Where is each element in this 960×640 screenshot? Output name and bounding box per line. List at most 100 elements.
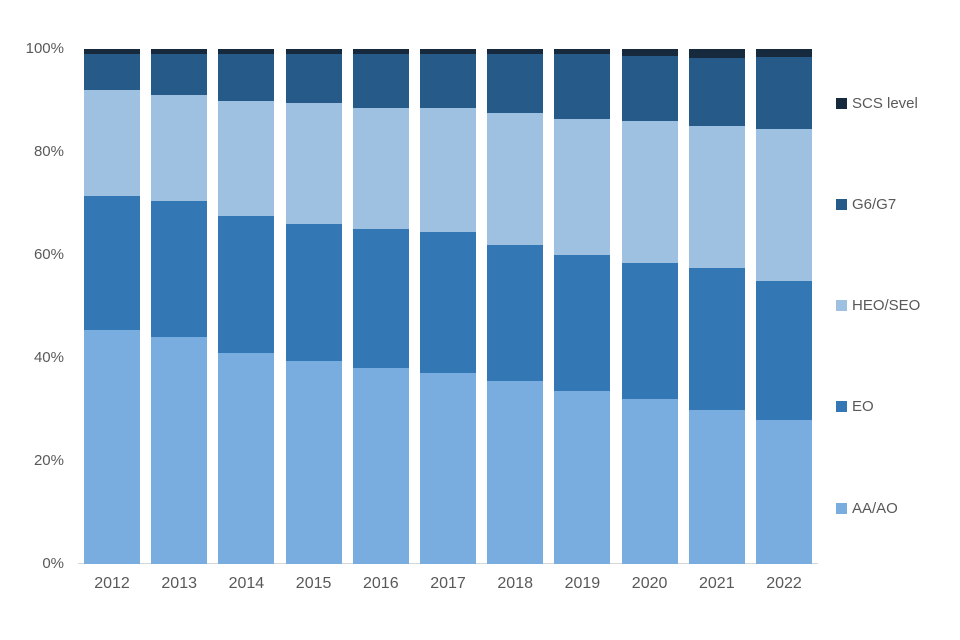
bar-segment-eo <box>151 200 208 338</box>
x-axis-tick-label: 2016 <box>363 575 399 592</box>
bar-segment-aa-ao <box>151 337 208 564</box>
bar-2019 <box>554 49 611 564</box>
bar-segment-g6-g7 <box>84 54 140 91</box>
bar-segment-eo <box>420 231 476 374</box>
bar-segment-eo <box>621 262 678 400</box>
bar-segment-aa-ao <box>688 409 745 564</box>
bar-2014 <box>218 49 275 564</box>
bar-segment-heo-seo <box>621 121 678 263</box>
bar-segment-scs-level <box>487 49 544 55</box>
y-axis-tick-label: 60% <box>33 246 64 263</box>
x-axis-tick-label: 2020 <box>631 575 668 592</box>
bar-segment-heo-seo <box>84 90 140 196</box>
bar-segment-g6-g7 <box>352 54 409 109</box>
bar-segment-scs-level <box>554 49 611 55</box>
x-axis-tick-label: 2012 <box>94 575 130 592</box>
bar-segment-aa-ao <box>352 368 409 564</box>
bar-segment-eo <box>756 280 812 420</box>
bar-segment-heo-seo <box>554 118 611 256</box>
legend-label: HEO/SEO <box>852 297 921 314</box>
bar-segment-g6-g7 <box>554 54 611 119</box>
bar-segment-g6-g7 <box>218 54 275 101</box>
bar-segment-g6-g7 <box>487 54 544 114</box>
bar-segment-eo <box>688 267 745 410</box>
bar-2020 <box>621 49 678 564</box>
bar-2012 <box>84 49 140 564</box>
x-axis-tick-label: 2013 <box>161 575 197 592</box>
x-axis-tick-label: 2018 <box>497 575 533 592</box>
y-axis-tick-label: 80% <box>33 143 64 160</box>
chart-legend: SCS level G6/G7 HEO/SEO EO AA/AO <box>836 92 956 519</box>
legend-swatch-icon <box>836 198 847 210</box>
legend-item-scs-level: SCS level <box>836 92 956 114</box>
bar-segment-eo <box>554 255 611 392</box>
bar-segment-scs-level <box>84 49 140 55</box>
bar-segment-aa-ao <box>84 329 140 564</box>
legend-swatch-icon <box>836 300 847 311</box>
bar-segment-heo-seo <box>218 100 275 217</box>
legend-item-g6-g7: G6/G7 <box>836 193 956 215</box>
bar-segment-heo-seo <box>352 108 409 230</box>
y-axis-tick-label: 20% <box>33 452 64 469</box>
x-axis-tick-label: 2014 <box>228 575 265 592</box>
legend-label: EO <box>852 398 874 416</box>
legend-item-heo-seo: HEO/SEO <box>836 295 956 317</box>
legend-label: AA/AO <box>852 499 898 517</box>
bar-segment-scs-level <box>151 49 208 55</box>
bar-2021 <box>688 49 745 564</box>
legend-swatch-icon <box>836 401 847 413</box>
bar-segment-aa-ao <box>285 360 342 564</box>
bar-segment-g6-g7 <box>420 54 476 109</box>
bar-segment-aa-ao <box>621 399 678 564</box>
y-axis-tick-label: 40% <box>33 349 64 366</box>
legend-item-aa-ao: AA/AO <box>836 497 956 519</box>
bar-segment-scs-level <box>218 49 275 55</box>
legend-swatch-icon <box>836 502 847 514</box>
bar-segment-heo-seo <box>688 126 745 268</box>
bar-segment-scs-level <box>352 49 409 55</box>
bar-segment-heo-seo <box>285 103 342 225</box>
bar-segment-scs-level <box>621 49 678 56</box>
bar-2015 <box>285 49 342 564</box>
bar-segment-g6-g7 <box>151 54 208 96</box>
legend-label: G6/G7 <box>852 195 897 213</box>
x-axis-tick-label: 2022 <box>766 575 802 592</box>
bar-segment-heo-seo <box>756 128 812 281</box>
bar-2017 <box>420 49 476 564</box>
bar-2016 <box>352 49 409 564</box>
bar-2022 <box>756 49 812 564</box>
bar-segment-aa-ao <box>420 373 476 564</box>
bar-2018 <box>487 49 544 564</box>
bar-segment-g6-g7 <box>621 55 678 122</box>
y-axis-tick-label: 100% <box>25 40 64 57</box>
y-axis-tick-label: 0% <box>42 555 64 572</box>
bar-segment-heo-seo <box>420 108 476 232</box>
bar-segment-aa-ao <box>218 352 275 564</box>
bar-segment-scs-level <box>688 49 745 59</box>
bar-segment-eo <box>84 195 140 330</box>
bar-2013 <box>151 49 208 564</box>
bar-segment-scs-level <box>756 49 812 57</box>
legend-label: SCS level <box>852 94 918 112</box>
bar-segment-scs-level <box>285 49 342 55</box>
bar-segment-g6-g7 <box>285 54 342 104</box>
legend-item-eo: EO <box>836 396 956 418</box>
x-axis-tick-label: 2015 <box>295 575 332 592</box>
x-axis-tick-label: 2017 <box>430 575 466 592</box>
bar-segment-aa-ao <box>756 419 812 564</box>
bar-segment-eo <box>218 216 275 353</box>
legend-swatch-icon <box>836 97 847 109</box>
bar-segment-eo <box>352 229 409 369</box>
x-axis-tick-label: 2021 <box>699 575 735 592</box>
bar-segment-g6-g7 <box>756 56 812 129</box>
x-axis-tick-label: 2019 <box>564 575 601 592</box>
bar-segment-aa-ao <box>487 381 544 564</box>
bar-segment-g6-g7 <box>688 58 745 127</box>
bar-segment-scs-level <box>420 49 476 55</box>
bar-segment-eo <box>487 244 544 382</box>
bar-segment-eo <box>285 224 342 361</box>
bar-segment-heo-seo <box>487 113 544 245</box>
bar-segment-heo-seo <box>151 95 208 201</box>
bar-segment-aa-ao <box>554 391 611 564</box>
